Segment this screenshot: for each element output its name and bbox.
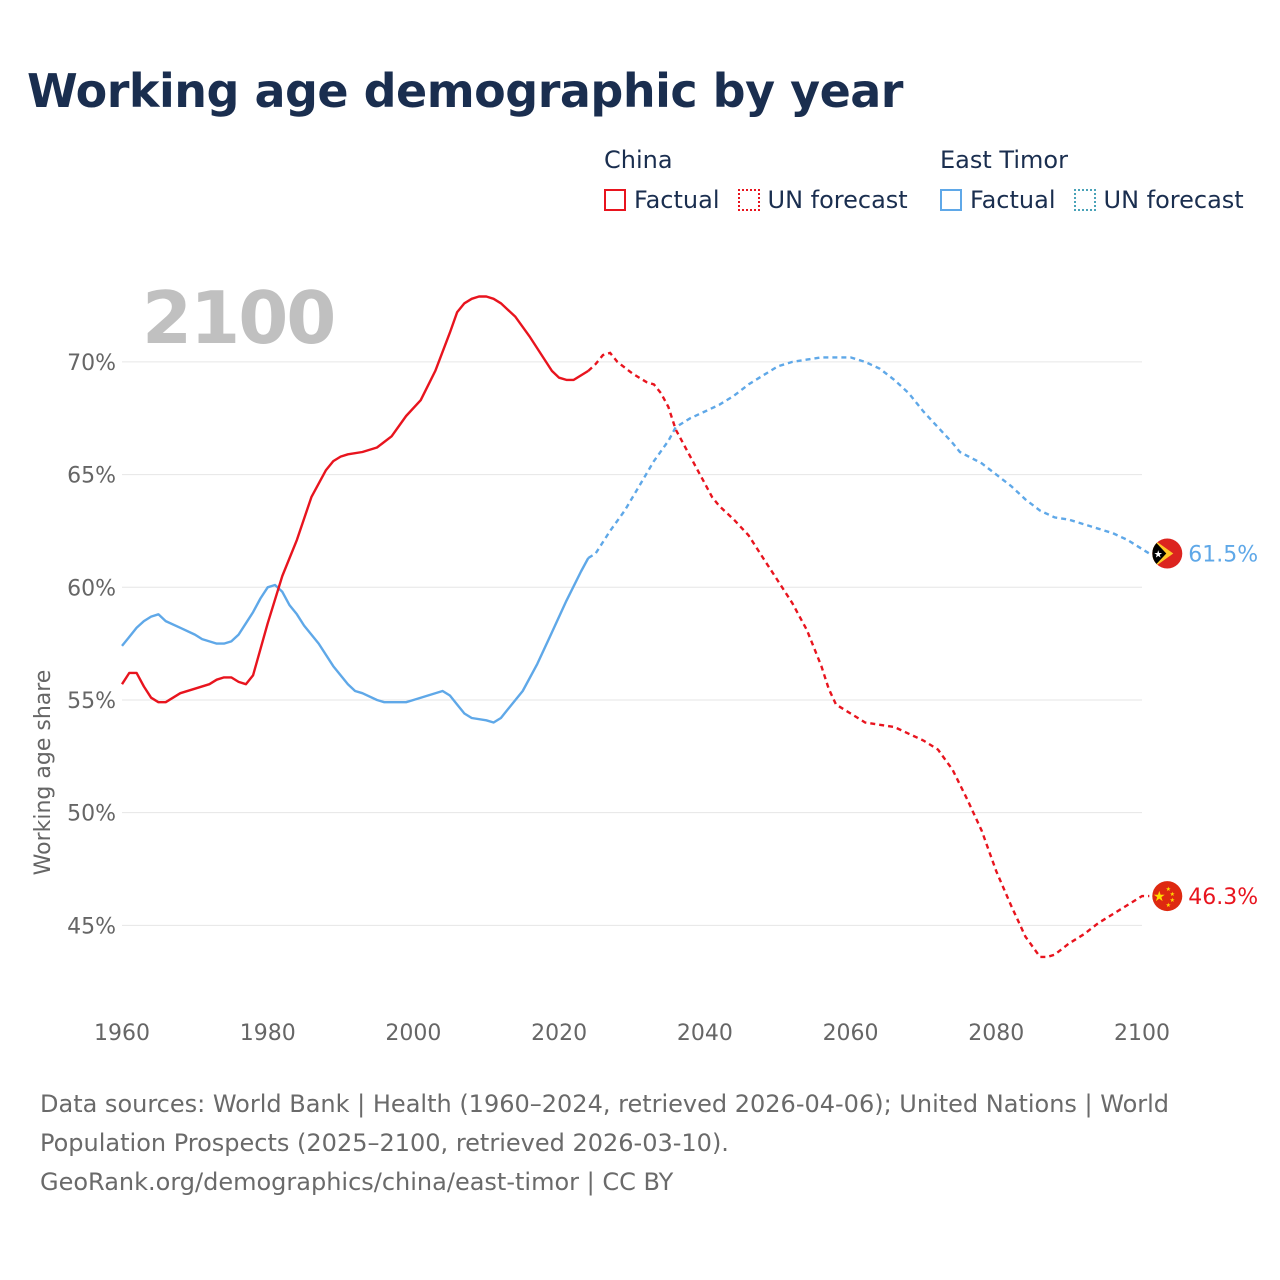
x-tick-label: 2000: [385, 1021, 441, 1046]
chart-title: Working age demographic by year: [27, 64, 904, 118]
legend-group-east-timor: East Timor Factual UN forecast: [940, 146, 1262, 214]
y-axis-label: Working age share: [31, 670, 56, 876]
end-value-label-east-timor: 61.5%: [1188, 542, 1258, 567]
china-flag-icon: ★ ★★★★: [1152, 881, 1183, 912]
legend-group-name: China: [604, 146, 673, 174]
y-tick-label: 60%: [67, 576, 116, 601]
svg-text:★: ★: [1154, 549, 1163, 560]
legend-label: UN forecast: [1103, 186, 1244, 214]
footer-source-line-2: Population Prospects (2025–2100, retriev…: [40, 1129, 729, 1157]
series-line-east-timor-forecast: [587, 356, 1150, 560]
legend-item-china-factual[interactable]: Factual: [604, 186, 720, 214]
legend-label: Factual: [970, 186, 1056, 214]
x-tick-label: 1980: [240, 1021, 296, 1046]
svg-text:★: ★: [1166, 902, 1171, 909]
footer-url[interactable]: GeoRank.org/demographics/china/east-timo…: [40, 1168, 674, 1196]
x-tick-label: 2040: [677, 1021, 733, 1046]
x-tick-label: 2060: [823, 1021, 879, 1046]
legend-item-china-forecast[interactable]: UN forecast: [737, 186, 908, 214]
series-line-china-forecast: [587, 351, 1150, 959]
x-tick-label: 1960: [94, 1021, 150, 1046]
legend-group-name: East Timor: [940, 146, 1068, 174]
y-tick-label: 70%: [67, 351, 116, 376]
y-tick-label: 50%: [67, 802, 116, 827]
legend-item-east-timor-forecast[interactable]: UN forecast: [1073, 186, 1244, 214]
east-timor-flag-icon: ★: [1152, 538, 1183, 569]
legend-label: Factual: [634, 186, 720, 214]
y-tick-label: 45%: [67, 914, 116, 939]
footer: Data sources: World Bank | Health (1960–…: [40, 1085, 1240, 1202]
legend-swatch-solid: [604, 189, 626, 211]
svg-text:★: ★: [1170, 897, 1175, 904]
legend-group-china: China Factual UN forecast: [604, 146, 926, 214]
x-tick-label: 2080: [968, 1021, 1024, 1046]
legend-label: UN forecast: [767, 186, 908, 214]
y-tick-label: 65%: [67, 464, 116, 489]
x-tick-label: 2100: [1114, 1021, 1170, 1046]
svg-text:★: ★: [1170, 891, 1175, 898]
year-label: 2100: [142, 276, 334, 360]
svg-text:★: ★: [1153, 889, 1166, 905]
legend-swatch-solid: [940, 189, 962, 211]
x-tick-label: 2020: [531, 1021, 587, 1046]
svg-text:★: ★: [1166, 886, 1171, 893]
legend-swatch-dotted: [737, 189, 760, 211]
footer-source-line-1: Data sources: World Bank | Health (1960–…: [40, 1090, 1170, 1118]
series-line-east-timor-factual: [121, 557, 590, 724]
end-value-label-china: 46.3%: [1188, 885, 1258, 910]
legend-swatch-dotted: [1073, 189, 1096, 211]
series-line-china-factual: [120, 295, 589, 704]
legend-item-east-timor-factual[interactable]: Factual: [940, 186, 1056, 214]
y-tick-label: 55%: [67, 689, 116, 714]
